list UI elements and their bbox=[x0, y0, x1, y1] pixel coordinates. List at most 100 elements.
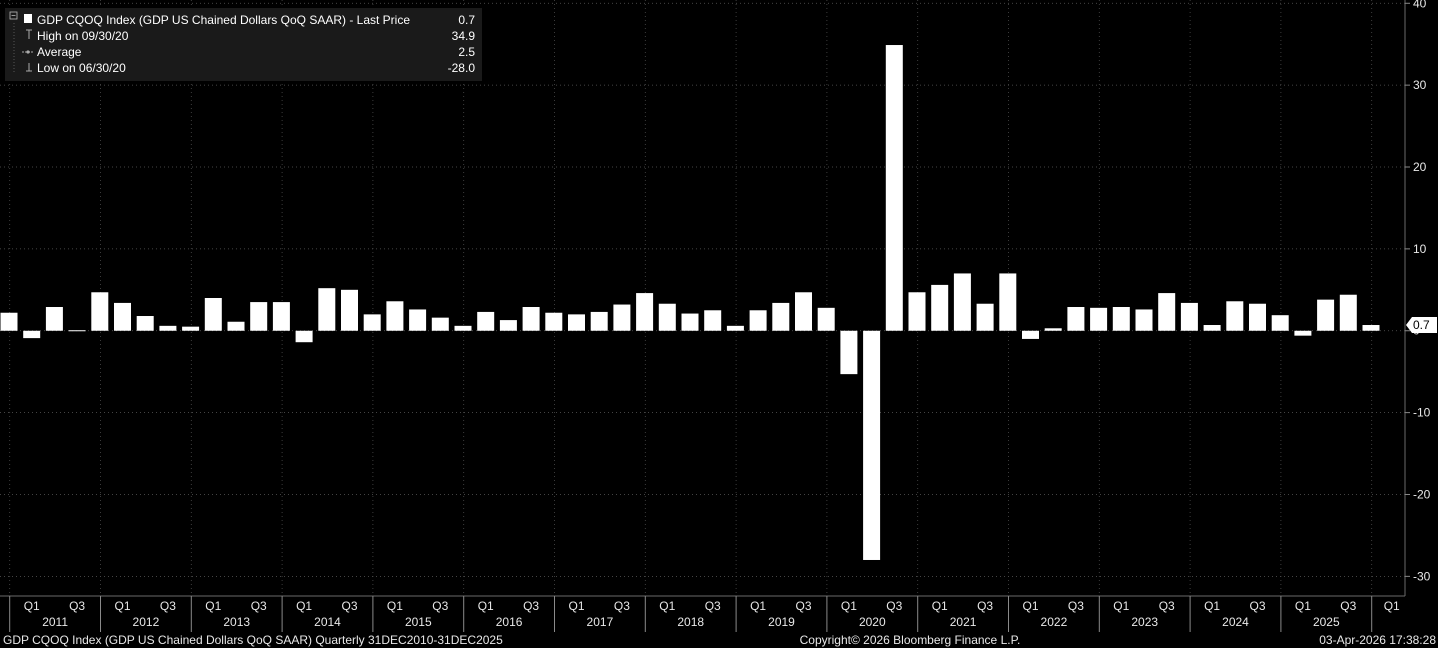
bar bbox=[136, 316, 154, 331]
bar bbox=[1203, 325, 1221, 331]
footer-description: GDP CQOQ Index (GDP US Chained Dollars Q… bbox=[3, 633, 503, 647]
bar bbox=[23, 330, 41, 339]
bar bbox=[795, 292, 812, 331]
bar bbox=[363, 314, 381, 331]
bar bbox=[409, 309, 427, 331]
bar bbox=[840, 330, 858, 375]
footer-copyright: Copyright© 2026 Bloomberg Finance L.P. bbox=[800, 633, 1021, 647]
footer-timestamp: 03-Apr-2026 17:38:28 bbox=[1319, 633, 1436, 647]
quarter-label: Q1 bbox=[478, 599, 494, 613]
quarter-label: Q1 bbox=[205, 599, 221, 613]
quarter-label: Q1 bbox=[750, 599, 766, 613]
bar bbox=[1226, 301, 1244, 331]
bar bbox=[386, 301, 404, 331]
bar bbox=[590, 311, 608, 331]
y-tick-label: 20 bbox=[1413, 160, 1427, 174]
last-price-tag-shape bbox=[1406, 317, 1437, 334]
bar bbox=[817, 307, 835, 331]
bar bbox=[613, 304, 631, 331]
quarter-label: Q1 bbox=[1204, 599, 1220, 613]
quarter-label: Q1 bbox=[24, 599, 40, 613]
bar bbox=[749, 310, 767, 331]
bar bbox=[522, 307, 540, 331]
legend-average-value: 2.5 bbox=[458, 45, 475, 59]
bar bbox=[885, 45, 903, 331]
legend-title: GDP CQOQ Index (GDP US Chained Dollars Q… bbox=[37, 13, 410, 27]
quarter-label: Q3 bbox=[886, 599, 902, 613]
bar bbox=[953, 273, 971, 331]
quarter-label: Q3 bbox=[1340, 599, 1356, 613]
legend-high-value: 34.9 bbox=[452, 29, 476, 43]
bar bbox=[726, 325, 744, 331]
year-label: 2023 bbox=[1131, 615, 1158, 629]
bar bbox=[499, 320, 517, 331]
quarter-label: Q1 bbox=[1022, 599, 1038, 613]
year-label: 2025 bbox=[1313, 615, 1340, 629]
year-label: 2018 bbox=[677, 615, 704, 629]
collapse-icon[interactable] bbox=[9, 11, 18, 20]
quarter-label: Q3 bbox=[977, 599, 993, 613]
bar bbox=[931, 284, 949, 331]
quarter-label: Q1 bbox=[1113, 599, 1129, 613]
year-label: 2019 bbox=[768, 615, 795, 629]
quarter-label: Q3 bbox=[614, 599, 630, 613]
bar-series bbox=[0, 45, 1380, 560]
quarter-label: Q3 bbox=[1249, 599, 1265, 613]
year-label: 2020 bbox=[859, 615, 886, 629]
legend-background bbox=[5, 8, 482, 81]
quarter-label: Q3 bbox=[705, 599, 721, 613]
bar bbox=[68, 330, 86, 332]
bar bbox=[431, 317, 449, 331]
y-tick-label: -20 bbox=[1413, 487, 1431, 501]
bar bbox=[1180, 302, 1198, 331]
bar bbox=[159, 325, 177, 331]
bar bbox=[272, 302, 290, 331]
bar bbox=[681, 313, 699, 331]
quarter-label: Q3 bbox=[341, 599, 357, 613]
bar bbox=[45, 307, 63, 331]
y-tick-label: 30 bbox=[1413, 78, 1427, 92]
quarter-label: Q1 bbox=[296, 599, 312, 613]
bar bbox=[1317, 299, 1335, 331]
bar bbox=[1294, 330, 1312, 336]
bar bbox=[1090, 307, 1108, 331]
bar bbox=[863, 330, 881, 560]
bar bbox=[568, 314, 585, 331]
legend-last-value: 0.7 bbox=[458, 13, 475, 27]
bar bbox=[250, 302, 268, 331]
bar bbox=[318, 288, 336, 331]
bar bbox=[1022, 330, 1039, 339]
legend: GDP CQOQ Index (GDP US Chained Dollars Q… bbox=[5, 8, 482, 81]
y-tick-label: -10 bbox=[1413, 406, 1431, 420]
bar bbox=[477, 311, 495, 331]
bar bbox=[0, 312, 18, 331]
bar bbox=[454, 325, 472, 331]
year-label: 2022 bbox=[1041, 615, 1068, 629]
legend-low-value: -28.0 bbox=[448, 61, 476, 75]
year-label: 2013 bbox=[223, 615, 250, 629]
year-label: 2011 bbox=[42, 615, 68, 629]
legend-low-label: Low on 06/30/20 bbox=[37, 61, 126, 75]
bar bbox=[1135, 309, 1153, 331]
quarter-label: Q3 bbox=[432, 599, 448, 613]
quarter-label: Q3 bbox=[251, 599, 267, 613]
bar bbox=[204, 298, 222, 331]
bar bbox=[295, 330, 313, 343]
bar bbox=[1249, 303, 1266, 331]
quarter-label: Q1 bbox=[932, 599, 948, 613]
year-label: 2021 bbox=[950, 615, 977, 629]
bar bbox=[1067, 307, 1085, 331]
legend-average-label: Average bbox=[37, 45, 82, 59]
legend-swatch bbox=[24, 14, 32, 23]
bar bbox=[114, 302, 131, 331]
quarter-label: Q3 bbox=[1068, 599, 1084, 613]
bar bbox=[1112, 307, 1130, 331]
year-label: 2012 bbox=[133, 615, 160, 629]
grid-lines bbox=[0, 0, 1405, 596]
bar bbox=[658, 303, 676, 331]
quarter-label: Q1 bbox=[568, 599, 584, 613]
year-label: 2014 bbox=[314, 615, 341, 629]
legend-high-label: High on 09/30/20 bbox=[37, 29, 129, 43]
y-tick-label: 10 bbox=[1413, 242, 1427, 256]
